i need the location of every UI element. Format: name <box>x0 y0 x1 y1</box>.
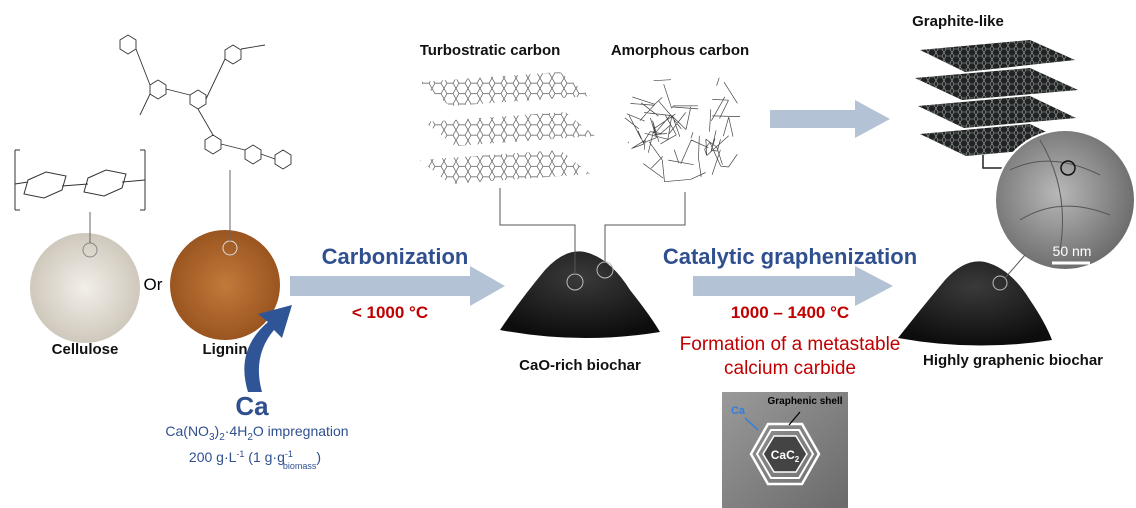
calcium-dose: 200 g·L-1 (1 g·g-1 biomass) <box>189 449 321 471</box>
shell-label: Graphenic shell <box>767 396 842 407</box>
step-note: calcium carbide <box>724 358 856 379</box>
core <box>762 435 808 473</box>
arrow <box>770 100 890 138</box>
or-label: Or <box>144 275 163 294</box>
amorphous-carbon <box>624 77 741 183</box>
connector <box>499 188 686 274</box>
zoom-marker <box>992 275 1008 291</box>
graphite-label: Graphite-like <box>912 13 1004 30</box>
subscript: 2 <box>247 432 253 443</box>
turbostratic-carbon <box>420 72 595 184</box>
zoom-marker <box>1060 160 1076 176</box>
text: ·4H <box>225 423 248 439</box>
cellulose-structure <box>14 149 146 211</box>
arrow <box>290 266 505 306</box>
graphite-like <box>915 40 1078 156</box>
text: CaC <box>771 448 795 462</box>
step-note: Formation of a metastable <box>680 334 901 355</box>
turbostratic-label: Turbostratic carbon <box>420 42 561 59</box>
calcium-arrow <box>244 305 292 392</box>
shell <box>749 422 821 486</box>
text: 200 g·L <box>189 449 237 465</box>
calcium-salt: Ca(NO3)2·4H2O impregnation <box>165 423 348 443</box>
step-title: Carbonization <box>322 244 469 269</box>
text: Ca(NO <box>165 423 209 439</box>
tem-image <box>994 129 1136 271</box>
cellulose-powder <box>30 233 140 343</box>
text: ) <box>316 449 321 465</box>
biochar-label: Highly graphenic biochar <box>923 352 1103 369</box>
text: ) <box>215 423 220 439</box>
biochar-pile <box>898 261 1052 346</box>
network <box>624 77 741 183</box>
pointer <box>788 411 801 426</box>
pointer <box>744 417 759 431</box>
lignin-label: Lignin <box>203 341 248 358</box>
biochar-label: CaO-rich biochar <box>519 357 641 374</box>
tem-texture <box>1009 139 1111 251</box>
core-label: CaC2 <box>771 448 800 464</box>
biochar-pile <box>500 251 660 339</box>
step-temperature: < 1000 °C <box>352 303 428 322</box>
step-temperature: 1000 – 1400 °C <box>731 303 849 322</box>
step-title: Catalytic graphenization <box>663 244 917 269</box>
connector <box>1004 254 1026 279</box>
subscript: biomass <box>283 461 317 471</box>
calcium-symbol: Ca <box>235 391 269 421</box>
cellulose-label: Cellulose <box>52 341 119 358</box>
lignin-structure <box>119 34 292 170</box>
subscript: 2 <box>795 455 800 464</box>
scale-label: 50 nm <box>1053 243 1092 259</box>
subscript: 3 <box>209 432 215 443</box>
subscript: 2 <box>219 432 225 443</box>
shell <box>755 429 815 479</box>
arrow <box>693 266 893 306</box>
text: (1 g·g <box>244 449 284 465</box>
superscript: -1 <box>236 449 244 459</box>
text: O impregnation <box>253 423 349 439</box>
superscript: -1 <box>285 449 293 459</box>
lignin-powder <box>170 230 280 340</box>
amorphous-label: Amorphous carbon <box>611 42 749 59</box>
ion-label: Ca <box>731 405 746 417</box>
